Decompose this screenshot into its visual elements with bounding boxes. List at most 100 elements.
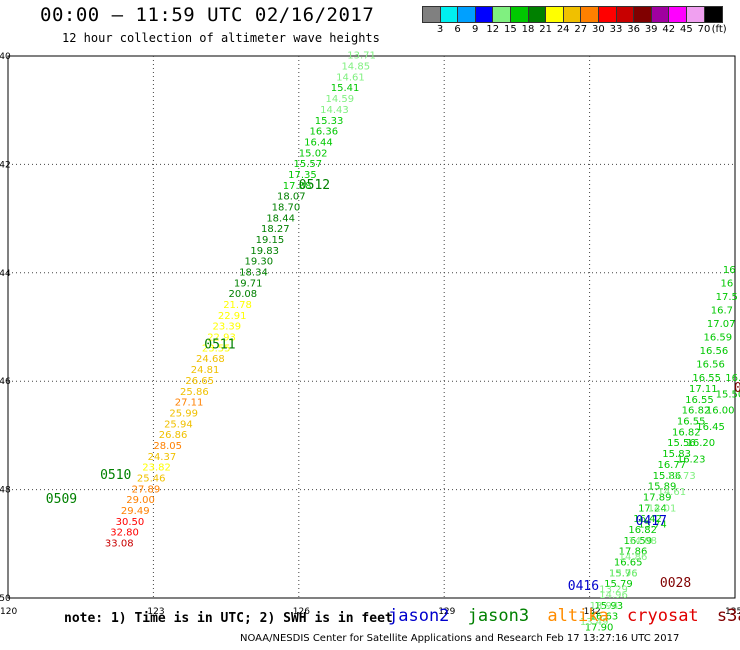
swh-value: 16 bbox=[720, 278, 733, 289]
swh-value: 17.35 bbox=[288, 170, 317, 181]
swh-value: 23.55 bbox=[202, 343, 231, 354]
swh-value: 16.82 bbox=[682, 406, 711, 417]
pass-time-label: 0028 bbox=[660, 576, 691, 591]
swh-value: 16.77 bbox=[657, 460, 686, 471]
sat-jason3: jason3 bbox=[467, 606, 530, 626]
swh-value: 16.42 bbox=[633, 514, 662, 525]
swh-value: 30.50 bbox=[116, 517, 145, 528]
swh-value: 15.83 bbox=[662, 449, 691, 460]
swh-value: 18.34 bbox=[239, 268, 268, 279]
legend-label: 39 bbox=[644, 24, 658, 35]
pass-time-label: 0 bbox=[734, 381, 740, 396]
swh-value: 13.71 bbox=[347, 51, 376, 62]
swh-value: 17.86 bbox=[619, 547, 648, 558]
legend-label: 27 bbox=[574, 24, 588, 35]
x-tick-label: 135 bbox=[725, 607, 740, 617]
swh-value: 14.61 bbox=[336, 72, 365, 83]
legend-label: 33 bbox=[609, 24, 623, 35]
swh-value: 16.59 bbox=[624, 536, 653, 547]
swh-value: 16.82 bbox=[628, 525, 657, 536]
swh-value: 16.45 bbox=[696, 422, 725, 433]
swh-value: 32.80 bbox=[110, 528, 139, 539]
legend-label: 30 bbox=[592, 24, 605, 35]
x-tick-label: 123 bbox=[147, 607, 164, 617]
pass-time-label: 0511 bbox=[204, 338, 235, 353]
swh-value: 17.24 bbox=[638, 503, 667, 514]
legend-label: 9 bbox=[472, 24, 479, 35]
swh-value: 15.41 bbox=[331, 83, 360, 94]
swh-value: 13.96 bbox=[609, 568, 638, 579]
swh-value: 16.59 bbox=[703, 333, 732, 344]
swh-value: 14.59 bbox=[325, 94, 354, 105]
satellite-legend: jason2 jason3 altika cryosat s3a bbox=[388, 606, 740, 626]
swh-value: 16.44 bbox=[304, 137, 333, 148]
swh-value: 14.01 bbox=[648, 503, 677, 514]
swh-value: 14.86 bbox=[619, 552, 648, 563]
swh-value: 22.93 bbox=[207, 333, 236, 344]
swh-value: 16.36 bbox=[309, 127, 338, 138]
swh-value: 29.49 bbox=[121, 506, 150, 517]
pass-time-label: 0417 bbox=[636, 514, 667, 529]
swh-value: 23.82 bbox=[142, 463, 171, 474]
y-tick-label: -50 bbox=[0, 594, 11, 604]
swh-value: 24.68 bbox=[196, 354, 225, 365]
swh-value: 29.00 bbox=[126, 495, 155, 506]
swh-value: 15.56 bbox=[667, 438, 696, 449]
swh-value: 18.44 bbox=[266, 213, 295, 224]
swh-value: 15.57 bbox=[293, 159, 322, 170]
sat-altika: altika bbox=[547, 606, 609, 626]
swh-value: 21.78 bbox=[223, 300, 252, 311]
legend-label: 36 bbox=[627, 24, 640, 35]
swh-value: 16.56 bbox=[700, 346, 729, 357]
y-tick-label: -42 bbox=[0, 160, 11, 170]
legend-label: 3 bbox=[436, 24, 444, 35]
swh-value: 16.56 bbox=[696, 360, 725, 371]
swh-value: 16.55 bbox=[692, 373, 721, 384]
swh-value: 16 bbox=[723, 265, 736, 276]
swh-value: 13.29 bbox=[599, 585, 628, 596]
swh-value: 15.89 bbox=[648, 482, 677, 493]
swh-value: 15.33 bbox=[315, 116, 344, 127]
swh-value: 18.70 bbox=[272, 202, 301, 213]
y-tick-label: -44 bbox=[0, 269, 11, 279]
swh-value: 18.07 bbox=[277, 192, 306, 203]
swh-value: 27.89 bbox=[132, 484, 161, 495]
swh-value: 15.93 bbox=[594, 601, 623, 612]
chart-title: 00:00 – 11:59 UTC 02/16/2017 bbox=[40, 4, 375, 26]
swh-value: 15.02 bbox=[299, 148, 328, 159]
y-tick-label: -48 bbox=[0, 486, 11, 496]
swh-value: 16.90 bbox=[725, 373, 740, 384]
swh-value: 16.20 bbox=[687, 438, 716, 449]
swh-value: 15.76 bbox=[609, 568, 638, 579]
x-tick-label: 126 bbox=[293, 607, 310, 617]
color-legend: 3 6 9 12 15 18 21 24 27 30 33 36 39 42 45 70 (ft) bbox=[420, 4, 740, 36]
swh-value: 19.71 bbox=[234, 278, 263, 289]
swh-value: 17.07 bbox=[707, 319, 736, 330]
legend-label: 21 bbox=[539, 24, 552, 35]
pass-time-label: 0510 bbox=[100, 468, 131, 483]
credit-line: NOAA/NESDIS Center for Satellite Applica… bbox=[240, 633, 680, 644]
swh-value: 15.50 bbox=[716, 389, 740, 400]
legend-label: 42 bbox=[662, 24, 676, 35]
sat-cryosat: cryosat bbox=[627, 606, 699, 626]
swh-value: 14.96 bbox=[599, 590, 628, 601]
swh-value: 16.23 bbox=[677, 455, 706, 466]
swh-value: 19.15 bbox=[256, 235, 285, 246]
swh-value: 16.65 bbox=[614, 557, 643, 568]
swh-value: 26.86 bbox=[159, 430, 188, 441]
pass-time-label: 0509 bbox=[46, 492, 77, 507]
footer-note: note: 1) Time is in UTC; 2) SWH is in fe… bbox=[64, 611, 393, 626]
swh-value: 15.74 bbox=[638, 520, 667, 531]
swh-value: 15.79 bbox=[604, 579, 633, 590]
x-tick-label: 129 bbox=[438, 607, 455, 617]
swh-value: 28.05 bbox=[153, 441, 182, 452]
legend-label: 12 bbox=[486, 24, 500, 35]
x-tick-label: 132 bbox=[584, 607, 601, 617]
legend-label: 45 bbox=[680, 24, 693, 35]
swh-value: 25.46 bbox=[137, 473, 166, 484]
x-tick-label: 120 bbox=[0, 607, 17, 617]
legend-label: 70 bbox=[697, 24, 711, 35]
swh-value: 17.88 bbox=[283, 181, 312, 192]
legend-unit: (ft) bbox=[711, 24, 727, 35]
